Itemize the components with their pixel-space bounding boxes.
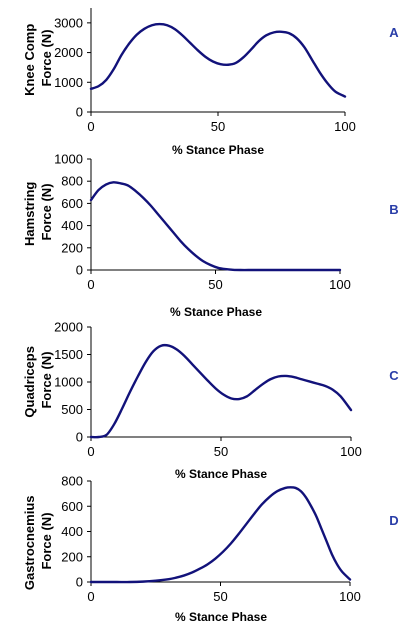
panel-c-y-tick-label: 2000 xyxy=(54,320,83,335)
panel-b-x-tick-label: 100 xyxy=(329,277,351,292)
panel-d-x-tick-label: 0 xyxy=(87,589,94,604)
panel-d-ylabel: Gastrocnemius Force (N) xyxy=(22,492,54,590)
panel-b-ylabel: Hamstring Force (N) xyxy=(22,178,54,246)
panel-a-y-tick-label: 3000 xyxy=(54,15,83,30)
panel-c-ylabel: Quadriceps Force (N) xyxy=(22,342,54,417)
panel-b-plot: 0 200 400 600 800 1000 0 50 100 xyxy=(54,152,351,293)
panel-c-y-tick-label: 0 xyxy=(76,430,83,445)
panel-c: Quadriceps Force (N) 0 500 1000 1500 2000 0 50… xyxy=(22,320,399,482)
panel-a-ylabel: Knee Comp Force (N) xyxy=(22,20,54,96)
panel-c-y-tick-label: 1500 xyxy=(54,347,83,362)
panel-d-y-tick-label: 400 xyxy=(61,524,83,539)
panel-a-x-tick-label: 0 xyxy=(87,119,94,134)
panel-b-xlabel: % Stance Phase xyxy=(170,305,262,319)
panel-c-x-tick-label: 50 xyxy=(214,444,228,459)
panel-d: Gastrocnemius Force (N) 0 200 400 600 800 0 50… xyxy=(22,474,399,625)
panel-a-x-tick-label: 100 xyxy=(334,119,356,134)
panel-c-series-line xyxy=(89,343,353,439)
panel-d-x-tick-label: 50 xyxy=(213,589,227,604)
panel-b-series-line xyxy=(89,181,342,272)
panel-a-ylabel-line2: Force (N) xyxy=(39,29,54,86)
panel-d-series-line xyxy=(89,486,352,584)
panel-d-letter: D xyxy=(389,513,398,528)
panel-d-y-tick-label: 200 xyxy=(61,549,83,564)
panel-b: Hamstring Force (N) 0 200 400 600 800 1000 0 50… xyxy=(22,152,399,320)
panel-c-y-tick-label: 1000 xyxy=(54,375,83,390)
panel-a-y-tick-label: 0 xyxy=(76,105,83,120)
panel-c-letter: C xyxy=(389,368,399,383)
panel-b-y-tick-label: 800 xyxy=(61,174,83,189)
panel-a-y-tick-label: 1000 xyxy=(54,75,83,90)
panel-d-ylabel-line1: Gastrocnemius xyxy=(22,495,37,590)
panel-d-x-tick-label: 100 xyxy=(339,589,361,604)
panel-a-ylabel-line1: Knee Comp xyxy=(22,24,37,96)
panel-a-plot: 0 1000 2000 3000 0 50 100 xyxy=(54,8,356,134)
panel-c-x-tick-label: 0 xyxy=(87,444,94,459)
panel-c-x-tick-label: 100 xyxy=(340,444,362,459)
panel-b-x-tick-label: 50 xyxy=(208,277,222,292)
panel-b-y-tick-label: 1000 xyxy=(54,152,83,167)
panel-c-y-tick-label: 500 xyxy=(61,402,83,417)
panel-a-y-tick-label: 2000 xyxy=(54,45,83,60)
panel-d-plot: 0 200 400 600 800 0 50 100 xyxy=(61,474,361,605)
panel-b-y-tick-label: 200 xyxy=(61,240,83,255)
panel-a-x-tick-label: 50 xyxy=(211,119,225,134)
panel-d-y-tick-label: 600 xyxy=(61,499,83,514)
panel-b-x-tick-label: 0 xyxy=(87,277,94,292)
panel-b-ylabel-line1: Hamstring xyxy=(22,182,37,246)
panel-d-xlabel: % Stance Phase xyxy=(175,610,267,624)
panel-b-y-tick-label: 400 xyxy=(61,218,83,233)
panel-d-ylabel-line2: Force (N) xyxy=(39,512,54,569)
panel-d-y-tick-label: 800 xyxy=(61,474,83,489)
panel-b-ylabel-line2: Force (N) xyxy=(39,183,54,240)
panel-b-y-tick-label: 0 xyxy=(76,263,83,278)
panel-b-letter: B xyxy=(389,202,398,217)
panel-a-letter: A xyxy=(389,25,399,40)
panel-a-xlabel: % Stance Phase xyxy=(172,143,264,157)
panel-c-plot: 0 500 1000 1500 2000 0 50 100 xyxy=(54,320,362,460)
panel-c-ylabel-line1: Quadriceps xyxy=(22,346,37,418)
panel-d-y-tick-label: 0 xyxy=(76,575,83,590)
panel-a-series-line xyxy=(89,22,347,98)
panel-b-y-tick-label: 600 xyxy=(61,196,83,211)
panel-c-xlabel: % Stance Phase xyxy=(175,467,267,481)
panel-c-ylabel-line2: Force (N) xyxy=(39,351,54,408)
